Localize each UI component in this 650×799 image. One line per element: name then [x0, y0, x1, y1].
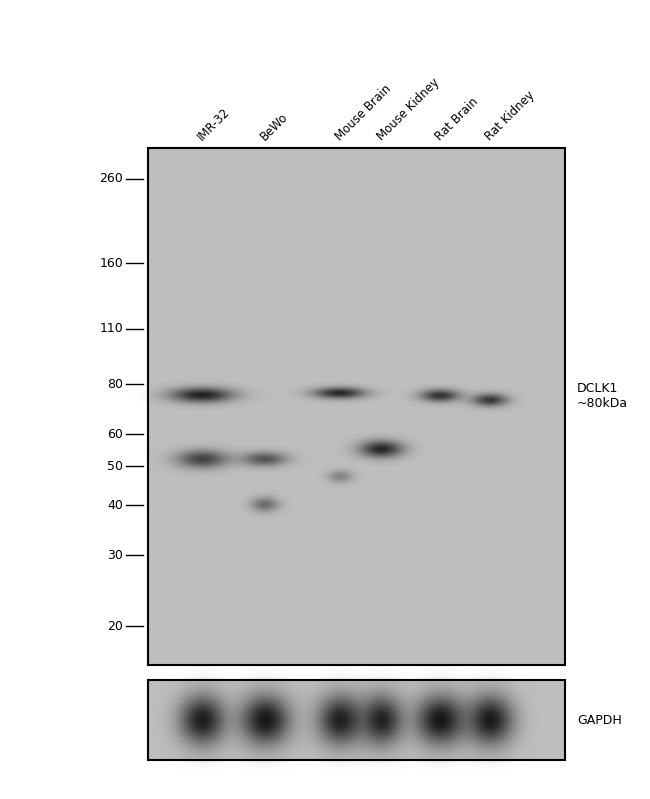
Text: 20: 20 — [107, 619, 123, 633]
Text: 30: 30 — [107, 549, 123, 562]
Text: Mouse Brain: Mouse Brain — [333, 82, 393, 143]
Text: Rat Kidney: Rat Kidney — [483, 89, 537, 143]
Bar — [148, 148, 565, 665]
Bar — [148, 680, 565, 760]
Text: 260: 260 — [99, 172, 123, 185]
Text: DCLK1
~80kDa: DCLK1 ~80kDa — [577, 382, 628, 410]
Text: 110: 110 — [99, 322, 123, 336]
Text: Rat Brain: Rat Brain — [433, 95, 481, 143]
Text: Mouse Kidney: Mouse Kidney — [374, 76, 441, 143]
Text: BeWo: BeWo — [257, 110, 291, 143]
Text: 160: 160 — [99, 256, 123, 270]
Text: IMR-32: IMR-32 — [195, 105, 233, 143]
Text: 40: 40 — [107, 499, 123, 511]
Text: GAPDH: GAPDH — [577, 714, 622, 726]
Text: 80: 80 — [107, 378, 123, 391]
Text: 60: 60 — [107, 428, 123, 441]
Text: 50: 50 — [107, 459, 123, 473]
